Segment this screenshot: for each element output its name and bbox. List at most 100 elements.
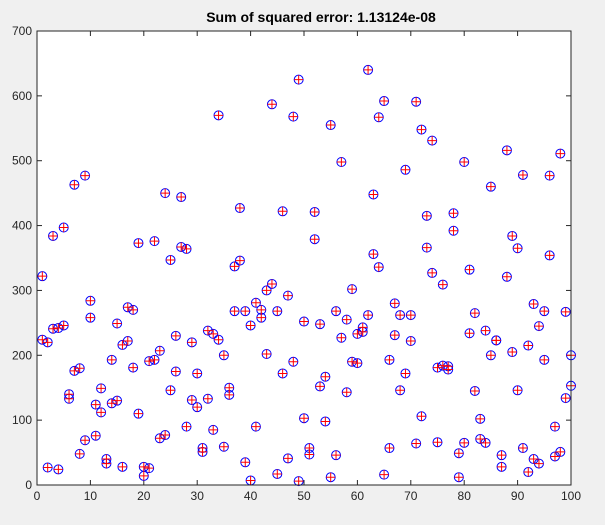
data-point-plus <box>240 457 250 467</box>
data-point-plus <box>117 462 127 472</box>
data-point-plus <box>491 335 501 345</box>
data-point-plus <box>507 347 517 357</box>
data-point-plus <box>486 350 496 360</box>
data-point-plus <box>561 307 571 317</box>
data-point-plus <box>358 327 368 337</box>
data-point-plus <box>299 317 309 327</box>
scatter-marks <box>37 64 576 487</box>
y-tick-label: 600 <box>12 89 32 103</box>
data-point-plus <box>454 448 464 458</box>
data-point-plus <box>400 368 410 378</box>
data-point-plus <box>288 357 298 367</box>
y-tick-label: 400 <box>12 219 32 233</box>
x-tick-label: 30 <box>191 489 205 503</box>
data-point-plus <box>235 203 245 213</box>
data-point-plus <box>518 443 528 453</box>
data-point-plus <box>91 400 101 410</box>
data-point-plus <box>422 243 432 253</box>
data-point-plus <box>470 386 480 396</box>
data-point-plus <box>128 363 138 373</box>
data-point-plus <box>347 357 357 367</box>
data-point-plus <box>235 256 245 266</box>
data-point-plus <box>123 336 133 346</box>
data-point-plus <box>283 453 293 463</box>
y-tick-label: 0 <box>25 478 32 492</box>
data-point-plus <box>101 459 111 469</box>
data-point-plus <box>176 242 186 252</box>
data-point-plus <box>555 447 565 457</box>
data-point-plus <box>48 231 58 241</box>
data-point-plus <box>416 411 426 421</box>
data-point-plus <box>133 238 143 248</box>
data-point-plus <box>443 365 453 375</box>
data-point-plus <box>208 425 218 435</box>
data-point-plus <box>481 438 491 448</box>
data-point-plus <box>416 125 426 135</box>
data-point-plus <box>529 454 539 464</box>
data-point-plus <box>507 231 517 241</box>
data-point-plus <box>155 346 165 356</box>
data-point-plus <box>256 313 266 323</box>
data-point-plus <box>465 328 475 338</box>
data-point-plus <box>37 335 47 345</box>
data-point-plus <box>550 422 560 432</box>
data-point-plus <box>214 335 224 345</box>
data-point-plus <box>203 394 213 404</box>
data-point-plus <box>529 299 539 309</box>
data-point-plus <box>449 226 459 236</box>
data-point-plus <box>326 120 336 130</box>
data-point-plus <box>550 451 560 461</box>
data-point-plus <box>406 336 416 346</box>
data-point-plus <box>379 470 389 480</box>
data-point-plus <box>438 280 448 290</box>
data-point-plus <box>539 355 549 365</box>
y-tick-label: 500 <box>12 154 32 168</box>
data-point-plus <box>160 188 170 198</box>
data-point-plus <box>37 271 47 281</box>
data-point-plus <box>262 285 272 295</box>
data-point-plus <box>390 330 400 340</box>
data-point-plus <box>85 313 95 323</box>
data-point-plus <box>315 381 325 391</box>
data-point-plus <box>139 462 149 472</box>
data-point-plus <box>176 192 186 202</box>
data-point-plus <box>422 211 432 221</box>
data-point-plus <box>475 434 485 444</box>
data-point-plus <box>219 350 229 360</box>
data-point-plus <box>486 182 496 192</box>
data-point-plus <box>272 306 282 316</box>
data-point-plus <box>192 368 202 378</box>
data-point-plus <box>561 393 571 403</box>
data-point-plus <box>262 349 272 359</box>
data-point-plus <box>363 310 373 320</box>
data-point-plus <box>219 442 229 452</box>
data-point-plus <box>251 298 261 308</box>
data-point-plus <box>59 320 69 330</box>
data-point-plus <box>374 262 384 272</box>
data-point-plus <box>502 272 512 282</box>
data-point-plus <box>347 284 357 294</box>
data-point-plus <box>80 171 90 181</box>
data-point-plus <box>230 306 240 316</box>
data-point-plus <box>171 331 181 341</box>
data-point-plus <box>278 368 288 378</box>
data-point-plus <box>518 170 528 180</box>
data-point-plus <box>112 319 122 329</box>
data-point-plus <box>545 171 555 181</box>
data-point-plus <box>96 407 106 417</box>
data-point-plus <box>187 395 197 405</box>
data-point-plus <box>272 469 282 479</box>
axes-box <box>36 30 572 486</box>
data-point-plus <box>459 438 469 448</box>
data-point-plus <box>283 291 293 301</box>
y-tick-label: 700 <box>12 24 32 38</box>
data-point-plus <box>224 390 234 400</box>
data-point-plus <box>149 236 159 246</box>
data-point-plus <box>139 471 149 481</box>
data-point-plus <box>427 268 437 278</box>
x-tick-label: 50 <box>297 489 311 503</box>
data-point-plus <box>395 310 405 320</box>
data-point-plus <box>144 463 154 473</box>
data-point-plus <box>411 438 421 448</box>
data-point-plus <box>545 250 555 260</box>
